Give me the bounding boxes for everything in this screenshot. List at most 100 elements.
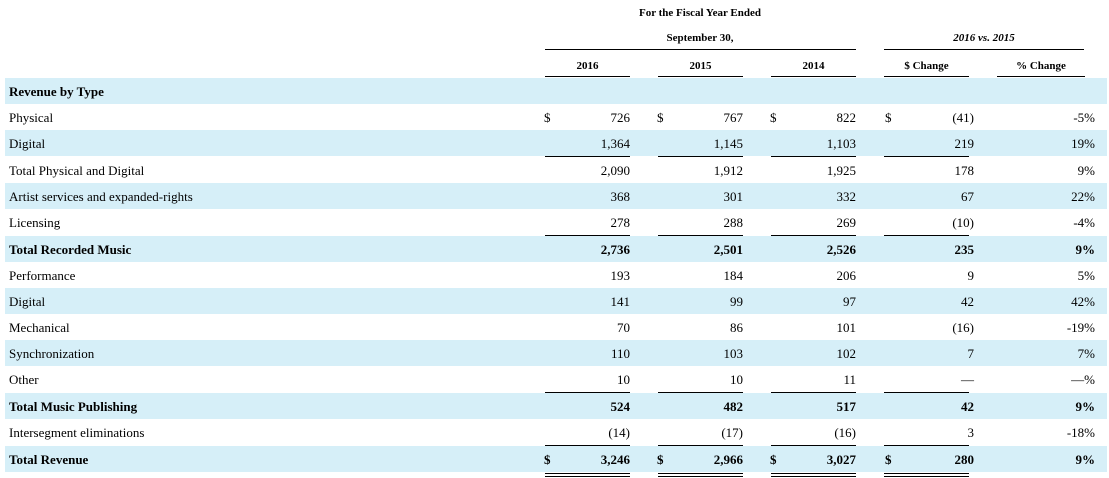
subtotal-rule-2016 <box>545 392 630 393</box>
table-row: Digital 1,364 1,145 1,103 219 19% <box>5 130 1107 156</box>
dollar-change: 9 <box>967 268 975 283</box>
column-header-percent-change: % Change <box>1016 60 1066 72</box>
dollar-change: 219 <box>954 136 975 151</box>
subtotal-rule-2016 <box>545 235 630 236</box>
fiscal-date-header: September 30, <box>666 32 734 44</box>
value-2016: 278 <box>610 215 631 230</box>
value-2015: 99 <box>730 294 743 309</box>
subtotal-rule-change <box>884 445 969 446</box>
value-2014: 97 <box>843 294 856 309</box>
value-2016: 1,364 <box>600 136 630 151</box>
currency-symbol: $ <box>885 110 892 125</box>
value-2014: 101 <box>836 320 857 335</box>
row-label: Performance <box>9 268 76 283</box>
percent-change: 5% <box>1077 268 1095 283</box>
subtotal-rule-change <box>884 392 969 393</box>
value-2014: 1,103 <box>826 136 856 151</box>
column-header-dollar-change: $ Change <box>904 60 949 72</box>
dollar-change: 280 <box>954 452 975 467</box>
percent-change: -19% <box>1066 320 1095 335</box>
percent-change: -4% <box>1073 215 1095 230</box>
subtotal-rule-2015 <box>658 156 743 157</box>
value-2015: 1,912 <box>713 163 743 178</box>
currency-symbol: $ <box>770 110 777 125</box>
header-rule-2015 <box>658 76 743 77</box>
value-2015: 10 <box>730 372 743 387</box>
table-row: Physical $ 726 $ 767 $ 822 $ (41) -5% <box>5 104 1107 130</box>
percent-change: 9% <box>1075 452 1096 467</box>
value-2016: 2,090 <box>600 163 630 178</box>
dollar-change: 235 <box>954 242 975 257</box>
subtotal-rule-2015 <box>658 445 743 446</box>
value-2014: 102 <box>836 346 857 361</box>
value-2015: 184 <box>723 268 744 283</box>
currency-symbol: $ <box>885 452 892 467</box>
table-row: Mechanical 70 86 101 (16) -19% <box>5 314 1107 340</box>
subtotal-rule-2015 <box>658 392 743 393</box>
percent-change: —% <box>1071 372 1095 387</box>
value-2015: 2,966 <box>713 452 743 467</box>
table-row: Total Music Publishing 524 482 517 42 9% <box>5 393 1107 419</box>
value-2016: (14) <box>608 425 630 440</box>
row-label: Total Music Publishing <box>9 399 138 414</box>
table-row: Total Physical and Digital 2,090 1,912 1… <box>5 157 1107 183</box>
value-2016: 726 <box>610 110 631 125</box>
percent-change: 22% <box>1071 189 1095 204</box>
value-2014: 269 <box>836 215 857 230</box>
dollar-change: 7 <box>967 346 975 361</box>
dollar-change: 3 <box>967 425 975 440</box>
dollar-change: 42 <box>961 294 974 309</box>
dollar-change: 67 <box>961 189 974 204</box>
value-2015: 103 <box>723 346 744 361</box>
currency-symbol: $ <box>657 452 664 467</box>
table-row: Intersegment eliminations (14) (17) (16)… <box>5 419 1107 445</box>
column-header-2015: 2015 <box>689 60 712 72</box>
value-2014: 332 <box>836 189 857 204</box>
value-2014: 3,027 <box>826 452 856 467</box>
value-2016: 3,246 <box>600 452 630 467</box>
table-row: Licensing 278 288 269 (10) -4% <box>5 209 1107 235</box>
value-2016: 70 <box>617 320 630 335</box>
comparison-header-rule <box>884 49 1084 50</box>
dollar-change: (16) <box>952 320 974 335</box>
value-2016: 193 <box>610 268 631 283</box>
value-2016: 10 <box>617 372 630 387</box>
total-double-rule-2014 <box>771 473 856 477</box>
header-rule-2016 <box>545 76 630 77</box>
dollar-change: — <box>961 372 974 387</box>
row-label: Licensing <box>9 215 61 230</box>
row-label: Total Recorded Music <box>9 242 132 257</box>
value-2015: (17) <box>721 425 743 440</box>
table-row: Other 10 10 11 — —% <box>5 366 1107 392</box>
value-2015: 2,501 <box>713 242 743 257</box>
total-double-rule-change <box>884 473 969 477</box>
dollar-change: 42 <box>961 399 974 414</box>
value-2015: 288 <box>723 215 744 230</box>
fiscal-header-rule <box>545 49 856 50</box>
subtotal-rule-2014 <box>771 235 856 236</box>
currency-symbol: $ <box>544 110 551 125</box>
row-label: Other <box>9 372 39 387</box>
value-2016: 110 <box>610 346 630 361</box>
total-double-rule-2015 <box>658 473 743 477</box>
column-header-2016: 2016 <box>576 60 599 72</box>
value-2016: 524 <box>610 399 631 414</box>
row-label: Artist services and expanded-rights <box>9 189 193 204</box>
percent-change: 42% <box>1071 294 1095 309</box>
value-2016: 2,736 <box>600 242 630 257</box>
header-rule-2014 <box>771 76 856 77</box>
value-2015: 482 <box>723 399 744 414</box>
percent-change: 9% <box>1075 242 1096 257</box>
subtotal-rule-2014 <box>771 392 856 393</box>
fiscal-year-header: For the Fiscal Year Ended <box>638 7 761 19</box>
percent-change: 9% <box>1077 163 1095 178</box>
subtotal-rule-2014 <box>771 445 856 446</box>
table-row: Synchronization 110 103 102 7 7% <box>5 340 1107 366</box>
value-2014: 11 <box>843 372 856 387</box>
row-label: Digital <box>9 294 46 309</box>
value-2016: 368 <box>610 189 631 204</box>
row-label: Total Revenue <box>9 452 89 467</box>
subtotal-rule-change <box>884 156 969 157</box>
section-title-row: Revenue by Type <box>5 78 1107 104</box>
value-2014: 517 <box>836 399 857 414</box>
